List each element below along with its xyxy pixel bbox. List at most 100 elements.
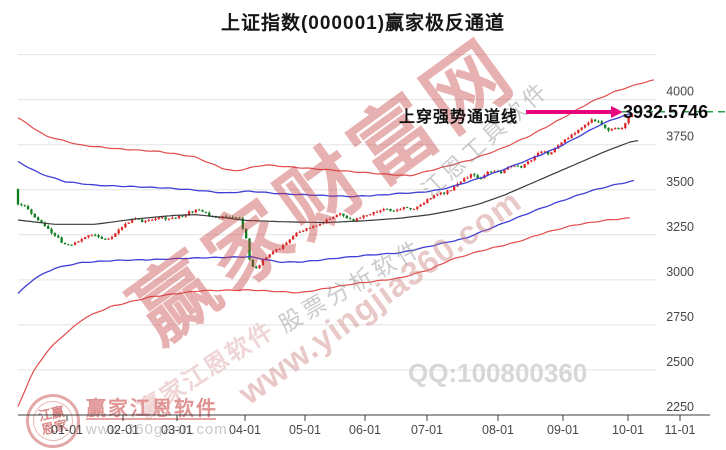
candle-body <box>624 123 627 128</box>
candle-body <box>593 119 597 122</box>
candle-body <box>275 249 278 252</box>
candle-body <box>265 257 268 260</box>
y-axis-label: 3250 <box>666 220 694 234</box>
candle-body <box>459 181 463 184</box>
candle-body <box>540 151 543 153</box>
candle-body <box>617 128 620 130</box>
channel-line-middle <box>17 140 639 225</box>
candle-body <box>392 210 395 212</box>
candle-body <box>419 204 422 207</box>
candle-body <box>322 223 325 225</box>
channel-line-upper-outer <box>17 79 655 177</box>
candle-body <box>234 217 238 219</box>
candle-body <box>90 234 93 236</box>
vendor-url: www.360gann.com <box>86 421 228 438</box>
candle-body <box>399 209 402 211</box>
candle-body <box>120 227 124 230</box>
candle-body <box>245 228 248 239</box>
candle-body <box>385 208 389 210</box>
candle-body <box>60 237 63 243</box>
candle-body <box>463 178 466 182</box>
signal-annotation-label: 上穿强势通道线 <box>399 109 519 126</box>
candle-body <box>516 165 520 167</box>
candle-body <box>57 235 60 238</box>
candle-body <box>439 192 442 195</box>
candle-body <box>533 156 536 161</box>
candle-body <box>567 138 570 140</box>
candle-body <box>224 216 228 218</box>
y-axis-label: 3000 <box>666 265 694 279</box>
candle-body <box>449 190 452 192</box>
candle-body <box>154 218 157 220</box>
candle-body <box>600 121 603 125</box>
y-axis-label: 2500 <box>666 355 694 369</box>
candle-body <box>590 119 593 123</box>
candle-body <box>486 171 489 176</box>
candle-body <box>352 219 355 222</box>
candle-body <box>157 217 161 219</box>
x-axis-label: 09-01 <box>547 423 579 437</box>
candle-body <box>412 208 416 210</box>
candle-body <box>47 226 50 229</box>
candle-body <box>375 211 379 213</box>
candle-body <box>610 129 614 131</box>
candle-body <box>479 178 483 179</box>
candle-body <box>144 220 147 223</box>
candle-body <box>302 230 305 232</box>
candle-body <box>261 259 265 266</box>
candle-body <box>40 220 43 223</box>
candle-body <box>80 239 83 242</box>
candle-body <box>473 174 476 176</box>
candle-body <box>164 217 167 220</box>
candle-body <box>489 171 493 173</box>
candle-body <box>94 234 97 236</box>
candle-body <box>429 197 432 200</box>
candle-body <box>332 216 335 219</box>
candle-body <box>526 161 530 165</box>
candle-body <box>248 238 251 260</box>
candle-body <box>161 217 164 219</box>
candle-body <box>151 219 154 221</box>
candle-body <box>63 242 67 245</box>
candle-body <box>308 227 312 229</box>
candle-body <box>184 215 187 217</box>
candle-body <box>597 121 600 123</box>
signal-arrow-head-icon <box>611 106 623 118</box>
candle-body <box>124 223 127 228</box>
candle-body <box>328 218 332 220</box>
candle-body <box>228 216 231 218</box>
candle-body <box>620 127 624 130</box>
candle-body <box>577 129 580 134</box>
candle-body <box>365 215 369 217</box>
candle-body <box>614 128 617 130</box>
candle-body <box>402 207 405 210</box>
candle-body <box>469 174 473 178</box>
candle-body <box>23 205 26 207</box>
candle-body <box>130 219 134 223</box>
candle-body <box>406 207 409 209</box>
candle-body <box>476 175 479 179</box>
candle-body <box>298 231 301 233</box>
candle-body <box>33 213 36 218</box>
candle-body <box>295 232 298 237</box>
candle-body <box>291 236 295 240</box>
candle-body <box>379 210 382 212</box>
candle-body <box>201 210 204 212</box>
y-axis-label: 4000 <box>666 85 694 99</box>
candle-body <box>30 209 33 214</box>
x-axis-label: 01-01 <box>51 423 83 437</box>
candle-body <box>268 254 271 258</box>
candle-body <box>553 148 556 153</box>
candle-body <box>583 124 587 128</box>
candle-body <box>493 171 496 173</box>
candle-body <box>382 208 385 211</box>
candle-body <box>83 237 87 240</box>
candle-body <box>97 235 100 237</box>
candle-body <box>20 204 23 206</box>
candle-body <box>171 217 174 219</box>
candle-body <box>208 212 211 217</box>
candle-body <box>503 169 506 174</box>
candle-body <box>117 229 120 234</box>
